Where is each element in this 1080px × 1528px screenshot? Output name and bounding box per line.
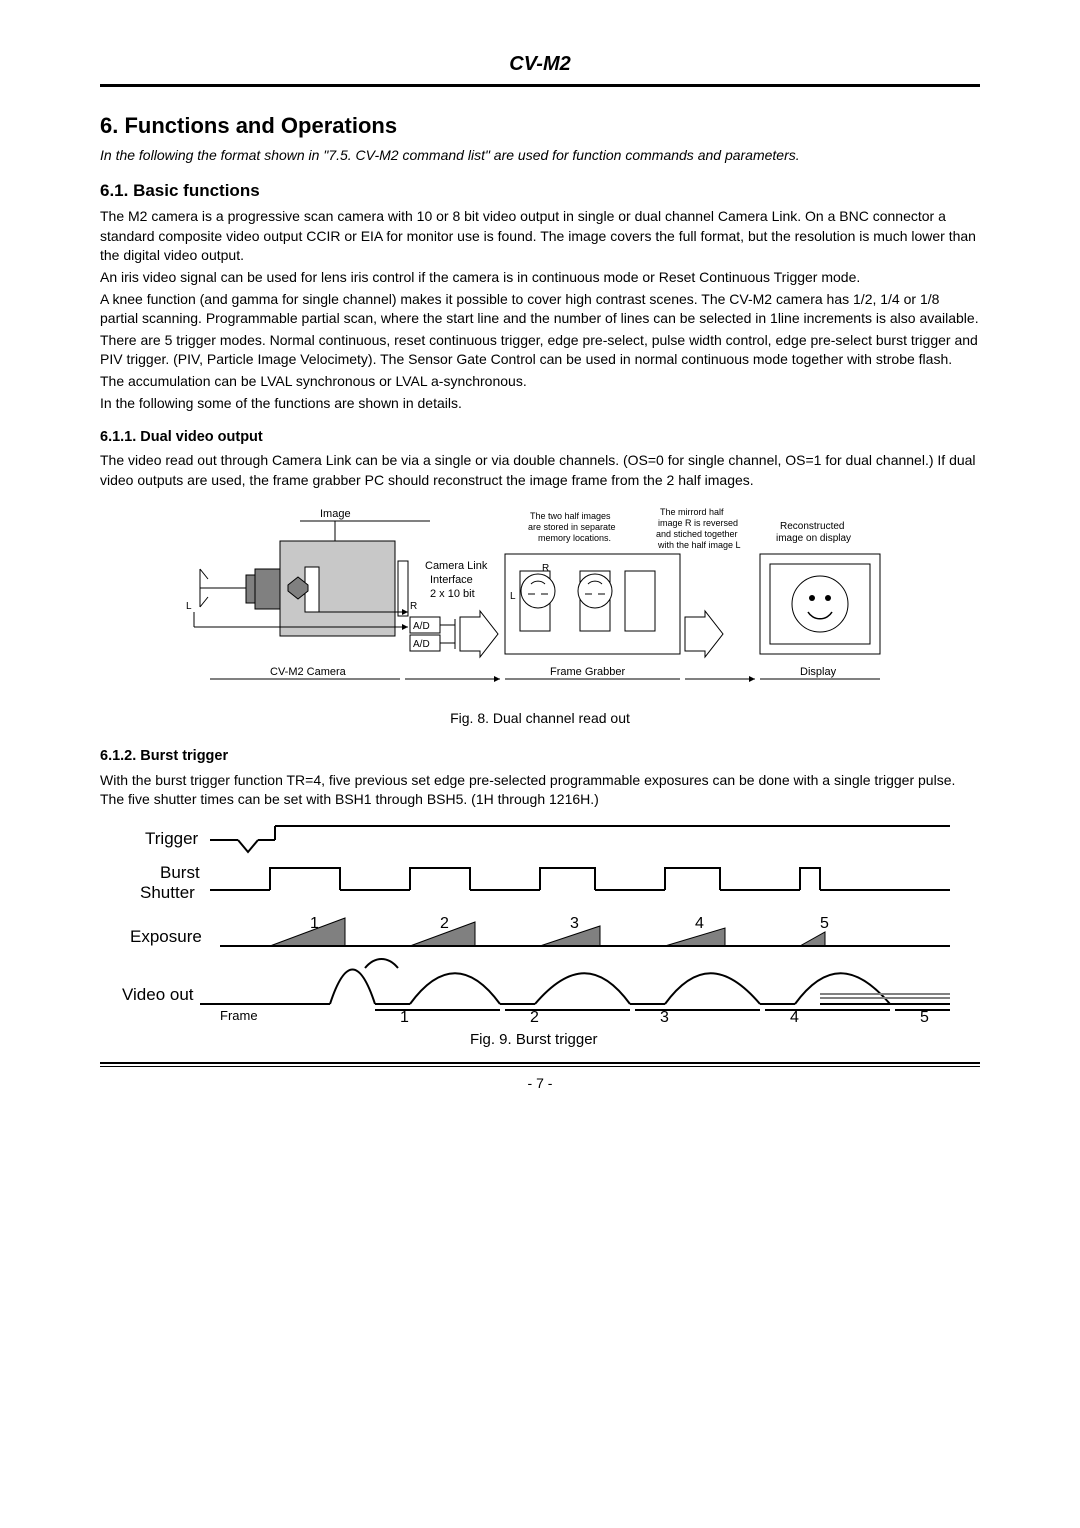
- svg-text:4: 4: [695, 915, 704, 932]
- page-number: - 7 -: [100, 1074, 980, 1094]
- svg-text:Video out: Video out: [122, 985, 194, 1004]
- subsection-6-1: 6.1. Basic functions: [100, 179, 980, 203]
- svg-text:The two half images: The two half images: [530, 511, 611, 521]
- svg-text:are stored in separate: are stored in separate: [528, 522, 616, 532]
- svg-text:image on display: image on display: [776, 533, 851, 544]
- para: An iris video signal can be used for len…: [100, 268, 980, 288]
- svg-text:A/D: A/D: [413, 621, 430, 632]
- para: With the burst trigger function TR=4, fi…: [100, 771, 980, 810]
- para: The accumulation can be LVAL synchronous…: [100, 372, 980, 392]
- svg-text:Burst: Burst: [160, 863, 200, 882]
- svg-text:CV-M2 Camera: CV-M2 Camera: [270, 666, 347, 678]
- subsection-6-1-2: 6.1.2. Burst trigger: [100, 746, 980, 766]
- figure-9: Trigger Burst Shutter Exposure Video out…: [120, 818, 960, 1048]
- svg-text:Image: Image: [320, 508, 351, 520]
- svg-text:5: 5: [820, 915, 829, 932]
- svg-text:and stiched together: and stiched together: [656, 529, 738, 539]
- svg-text:memory locations.: memory locations.: [538, 533, 611, 543]
- para: The video read out through Camera Link c…: [100, 451, 980, 490]
- subsection-6-1-1: 6.1.1. Dual video output: [100, 427, 980, 447]
- svg-text:Interface: Interface: [430, 574, 473, 586]
- svg-text:Reconstructed: Reconstructed: [780, 521, 844, 532]
- svg-text:Frame Grabber: Frame Grabber: [550, 666, 626, 678]
- section-heading: 6. Functions and Operations: [100, 111, 980, 142]
- svg-text:Display: Display: [800, 666, 837, 678]
- svg-text:L: L: [186, 601, 192, 612]
- svg-text:Trigger: Trigger: [145, 829, 199, 848]
- svg-text:2: 2: [440, 915, 449, 932]
- page-title: CV-M2: [100, 50, 980, 78]
- para: In the following some of the functions a…: [100, 394, 980, 414]
- footer-rule-thin: [100, 1066, 980, 1067]
- figure-8: Image L R A/D A/D Camera Link Interface …: [180, 499, 900, 699]
- svg-text:Frame: Frame: [220, 1008, 258, 1023]
- para: The M2 camera is a progressive scan came…: [100, 207, 980, 266]
- svg-text:4: 4: [790, 1009, 799, 1026]
- svg-text:Fig. 9. Burst trigger: Fig. 9. Burst trigger: [470, 1031, 598, 1048]
- svg-text:image R is reversed: image R is reversed: [658, 518, 738, 528]
- svg-text:with the half image L: with the half image L: [657, 540, 741, 550]
- svg-text:3: 3: [570, 915, 579, 932]
- footer-rule: [100, 1062, 980, 1064]
- title-rule-thin: [100, 86, 980, 87]
- svg-text:3: 3: [660, 1009, 669, 1026]
- svg-text:1: 1: [400, 1009, 409, 1026]
- svg-text:Camera Link: Camera Link: [425, 560, 488, 572]
- para: A knee function (and gamma for single ch…: [100, 290, 980, 329]
- svg-text:2: 2: [530, 1009, 539, 1026]
- svg-text:R: R: [542, 563, 549, 574]
- svg-text:L: L: [510, 591, 516, 602]
- figure-8-caption: Fig. 8. Dual channel read out: [100, 709, 980, 729]
- section-intro: In the following the format shown in "7.…: [100, 146, 980, 166]
- svg-text:A/D: A/D: [413, 639, 430, 650]
- svg-text:5: 5: [920, 1009, 929, 1026]
- svg-text:The mirrord half: The mirrord half: [660, 507, 724, 517]
- para: There are 5 trigger modes. Normal contin…: [100, 331, 980, 370]
- svg-text:Exposure: Exposure: [130, 927, 202, 946]
- svg-text:R: R: [410, 601, 417, 612]
- svg-text:Shutter: Shutter: [140, 883, 195, 902]
- svg-text:2 x 10 bit: 2 x 10 bit: [430, 588, 475, 600]
